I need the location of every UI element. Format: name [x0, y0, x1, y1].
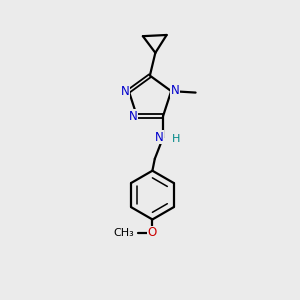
Text: CH₃: CH₃	[113, 228, 134, 238]
Text: N: N	[170, 84, 179, 97]
Text: H: H	[171, 134, 180, 144]
Text: O: O	[148, 226, 157, 239]
Text: N: N	[129, 110, 138, 122]
Text: N: N	[155, 130, 164, 144]
Text: N: N	[121, 85, 130, 98]
